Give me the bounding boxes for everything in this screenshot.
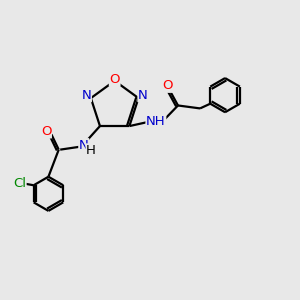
Text: N: N <box>138 89 148 102</box>
Text: NH: NH <box>146 115 166 128</box>
Text: Cl: Cl <box>13 177 26 190</box>
Text: O: O <box>41 125 51 138</box>
Text: N: N <box>79 139 88 152</box>
Text: N: N <box>82 89 91 102</box>
Text: O: O <box>110 73 120 86</box>
Text: H: H <box>86 144 96 157</box>
Text: O: O <box>162 79 173 92</box>
